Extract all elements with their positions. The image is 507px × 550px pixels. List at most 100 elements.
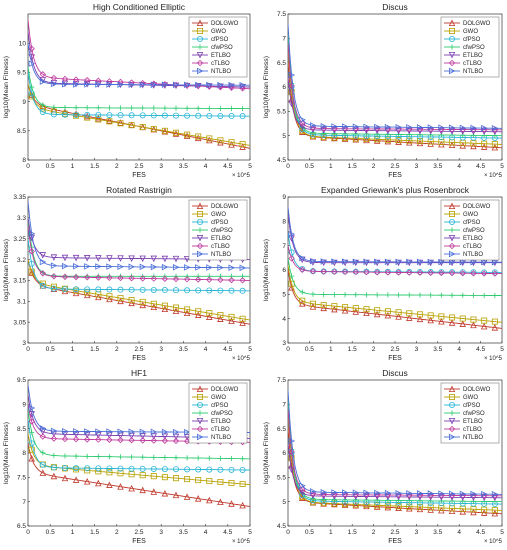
- series-marker-ntlbo: [239, 81, 247, 89]
- series-line-etlbo: [288, 77, 502, 133]
- series-marker-ntlbo: [117, 428, 124, 435]
- y-tick-label: 7: [282, 243, 286, 250]
- series-marker-ntlbo: [374, 489, 381, 497]
- y-axis-label: log10(Mean Fitness): [263, 422, 270, 484]
- x-tick-label: 1: [329, 346, 333, 353]
- series-marker-ntlbo: [139, 428, 147, 436]
- y-tick-label: 3.15: [13, 278, 26, 285]
- series-marker-ntlbo: [28, 404, 36, 412]
- series-marker-cfpso: [150, 112, 157, 119]
- legend-label: cfPSO: [463, 403, 481, 409]
- y-tick-label: 7.5: [277, 11, 286, 18]
- series-marker-cfwpso: [492, 292, 498, 299]
- series-marker-ntlbo: [427, 124, 435, 131]
- series-marker-cfwpso: [206, 455, 212, 461]
- x-tick-label: 3.5: [433, 346, 442, 353]
- series-marker-cfwpso: [117, 454, 124, 460]
- series-marker-etlbo: [491, 494, 499, 502]
- x-tick-label: 5: [500, 163, 504, 170]
- x-tick-label: 0.5: [46, 346, 55, 353]
- legend-marker: [196, 250, 204, 258]
- series-marker-cfpso: [117, 465, 124, 472]
- legend-label: cfPSO: [211, 403, 229, 409]
- x-tick-label: 2.5: [390, 346, 399, 353]
- series-marker-gwo: [50, 283, 57, 290]
- series-line-ntlbo: [28, 201, 250, 269]
- series-marker-cfpso: [217, 466, 224, 473]
- x-tick-label: 5: [248, 529, 252, 536]
- series-marker-cfwpso: [162, 105, 168, 111]
- series-marker-ntlbo: [73, 263, 80, 270]
- series-marker-dolgwo: [83, 112, 91, 120]
- series-marker-gwo: [150, 300, 157, 307]
- series-marker-ntlbo: [363, 123, 370, 131]
- series-marker-cfpso: [50, 285, 57, 292]
- series-marker-ntlbo: [73, 81, 80, 88]
- x-tick-label: 1.5: [90, 529, 99, 536]
- y-tick-label: 6: [282, 84, 286, 91]
- series-marker-cfwpso: [95, 453, 101, 460]
- series-marker-ctlbo: [384, 269, 392, 276]
- series-marker-cfpso: [184, 287, 191, 294]
- series-marker-ntlbo: [491, 491, 499, 498]
- series-marker-cfpso: [217, 112, 224, 119]
- series-marker-cfwpso: [29, 429, 35, 436]
- series-marker-etlbo: [39, 428, 47, 435]
- series-marker-dolgwo: [480, 143, 488, 150]
- series-marker-gwo: [470, 316, 477, 323]
- series-marker-dolgwo: [239, 319, 246, 326]
- series-marker-gwo: [491, 141, 498, 148]
- series-marker-cfwpso: [29, 84, 35, 90]
- series-marker-dolgwo: [384, 137, 392, 145]
- series-marker-cfpso: [239, 466, 246, 473]
- x-tick-label: 0.5: [46, 529, 55, 536]
- series-marker-dolgwo: [128, 299, 135, 307]
- series-line-gwo: [288, 265, 502, 323]
- y-axis-label: log10(Mean Fitness): [263, 239, 270, 301]
- series-marker-ctlbo: [341, 491, 349, 498]
- series-marker-ctlbo: [239, 277, 246, 284]
- series-marker-ntlbo: [172, 428, 180, 436]
- series-marker-dolgwo: [161, 489, 169, 497]
- series-marker-cfpso: [288, 249, 295, 256]
- series-marker-dolgwo: [331, 305, 338, 313]
- series-marker-dolgwo: [480, 509, 488, 516]
- series-marker-ctlbo: [491, 270, 499, 277]
- series-marker-cfpso: [50, 111, 57, 118]
- series-line-etlbo: [288, 443, 502, 499]
- series-marker-cfpso: [228, 287, 235, 294]
- series-marker-gwo: [217, 137, 224, 144]
- series-marker-ctlbo: [395, 125, 402, 133]
- series-marker-cfwpso: [385, 292, 391, 298]
- legend-label: cfwPSO: [211, 45, 233, 51]
- chart-title: High Conditioned Elliptic: [93, 2, 186, 12]
- series-group: [28, 384, 250, 509]
- series-marker-dolgwo: [228, 500, 235, 507]
- legend-label: GWO: [463, 395, 478, 401]
- series-marker-dolgwo: [206, 136, 213, 144]
- series-marker-ctlbo: [363, 268, 370, 276]
- series-marker-gwo: [161, 302, 168, 309]
- series-marker-dolgwo: [331, 134, 338, 142]
- series-marker-ntlbo: [470, 490, 477, 498]
- series-marker-ntlbo: [416, 490, 424, 497]
- legend-marker: [448, 19, 456, 27]
- series-marker-cfpso: [39, 282, 46, 289]
- series-marker-dolgwo: [150, 303, 158, 311]
- series-marker-ctlbo: [288, 448, 295, 456]
- series-marker-gwo: [206, 135, 213, 142]
- y-tick-label: 7: [282, 402, 286, 409]
- series-marker-gwo: [491, 507, 498, 514]
- series-marker-ntlbo: [395, 489, 403, 497]
- series-marker-ctlbo: [299, 266, 306, 273]
- legend-label: GWO: [211, 395, 226, 401]
- series-marker-gwo: [416, 311, 423, 318]
- series-marker-cfpso: [172, 466, 179, 473]
- series-marker-dolgwo: [341, 307, 349, 314]
- legend-marker: [196, 19, 204, 27]
- series-marker-dolgwo: [384, 311, 392, 319]
- series-marker-ntlbo: [309, 488, 317, 495]
- series-marker-cfwpso: [406, 292, 412, 298]
- series-marker-gwo: [320, 302, 327, 309]
- series-marker-ntlbo: [491, 125, 499, 132]
